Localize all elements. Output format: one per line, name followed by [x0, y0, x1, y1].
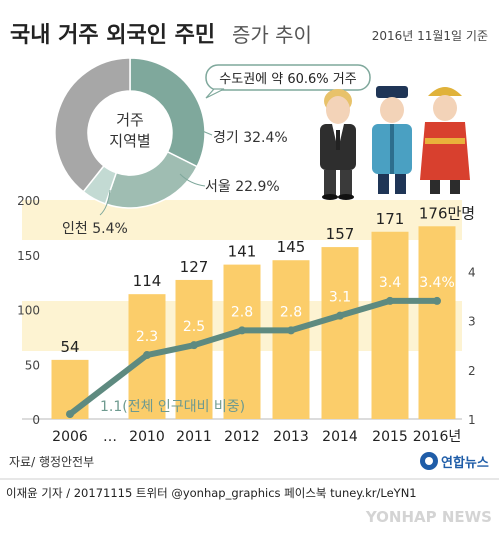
ratio-point [143, 351, 151, 360]
page-subtitle: 증가 추이 [232, 23, 312, 47]
bar-value-label: 141 [228, 243, 257, 261]
ratio-point [287, 326, 295, 335]
x-tick-label-2013: 2013 [273, 429, 309, 445]
watermark: YONHAP NEWS [365, 508, 492, 526]
yonhap-logo-icon [420, 452, 438, 470]
ratio-point [336, 311, 344, 320]
bar-value-label: 157 [326, 225, 355, 243]
ratio-point [66, 410, 74, 419]
bar-value-label: 176만명 [419, 204, 475, 222]
donut-center-label-1: 거주 [116, 111, 144, 129]
page-title: 국내 거주 외국인 주민 [10, 23, 215, 48]
ratio-value-label: 2.3 [136, 329, 158, 345]
right-tick-label: 2 [468, 364, 476, 378]
slice-label-seoul: 서울 22.9% [205, 179, 280, 195]
x-tick-label-2006: 2006 [52, 429, 88, 445]
ratio-value-label: 3.4% [419, 275, 455, 291]
callout-text: 수도권에 약 60.6% 거주 [219, 72, 356, 87]
ratio-value-label: 3.1 [329, 290, 351, 306]
date-note: 2016년 11월1일 기준 [372, 29, 488, 43]
left-tick-label: 150 [17, 249, 40, 263]
ratio-value-label: 2.5 [183, 319, 205, 335]
bar [371, 231, 409, 419]
bar [321, 247, 359, 419]
brand-label: 연합뉴스 [441, 455, 489, 471]
left-tick-label: 0 [32, 413, 40, 427]
x-tick-label-2016: 2016년 [413, 429, 462, 445]
bar [223, 264, 261, 419]
bar-value-label: 127 [180, 258, 209, 276]
bar-value-label: 54 [60, 338, 79, 356]
leader-line-seoul [179, 173, 206, 187]
bar-value-label: 145 [277, 238, 306, 256]
donut-center-label-2: 지역별 [109, 132, 150, 150]
ratio-point [238, 326, 246, 335]
bar [51, 359, 89, 419]
donut-hole [88, 91, 172, 175]
x-tick-label-2010: 2010 [129, 429, 165, 445]
x-tick-label-2011: 2011 [176, 429, 212, 445]
ratio-value-label: 2.8 [231, 304, 253, 320]
slice-label-incheon: 인천 5.4% [62, 221, 128, 237]
x-tick-label-2012: 2012 [224, 429, 260, 445]
left-tick-label: 100 [17, 304, 40, 318]
leader-line-gyeonggi [199, 129, 213, 136]
bar-value-label: 114 [133, 272, 162, 290]
ratio-point [433, 296, 441, 305]
left-tick-label: 50 [25, 358, 40, 372]
ratio-value-label: 1.1(전체 인구대비 비중) [100, 399, 245, 415]
callout-pointer [205, 88, 225, 99]
ratio-value-label: 2.8 [280, 304, 302, 320]
slice-label-gyeonggi: 경기 32.4% [213, 130, 288, 146]
three-people-illustration-icon [320, 86, 470, 200]
x-tick-label-2015: 2015 [372, 429, 408, 445]
bar-value-label: 171 [376, 210, 405, 228]
x-tick-label-2014: 2014 [322, 429, 358, 445]
source-note: 자료/ 행정안전부 [9, 454, 94, 469]
callout-box [205, 64, 371, 91]
leader-line-incheon [99, 189, 111, 216]
main-chart-marks: 0 50 100 150 200 1 2 3 4 54 114 127 141 145 157 171 176만… [17, 194, 476, 427]
right-tick-label: 4 [468, 265, 476, 279]
right-tick-label: 1 [468, 413, 476, 427]
bar [418, 226, 456, 419]
bar [272, 260, 310, 419]
ratio-value-label: 3.4 [379, 275, 401, 291]
left-tick-label: 200 [17, 194, 40, 208]
credit-line: 이재윤 기자 / 20171115 트위터 @yonhap_graphics 페… [6, 486, 417, 500]
ratio-point [190, 341, 198, 350]
right-tick-label: 3 [468, 315, 476, 329]
ratio-line [67, 297, 440, 418]
ratio-point [386, 296, 394, 305]
x-axis-gap-label: … [103, 429, 117, 445]
region-donut-chart [54, 57, 206, 209]
